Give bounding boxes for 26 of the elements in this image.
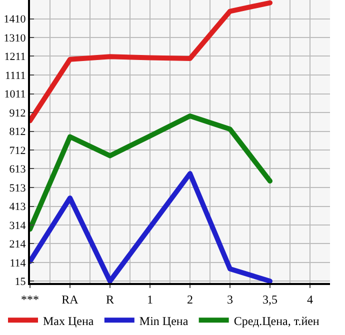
x-tick-label: 3 [227,292,233,306]
y-tick-label: 114 [10,257,26,270]
legend-label: Max Цена [43,314,94,328]
y-tick-label: 1410 [4,14,26,26]
y-tick-label: 1211 [4,51,26,64]
x-tick-label: *** [21,292,39,306]
legend-label: Сред.Цена, т.йен [234,314,320,328]
x-tick-label: 4 [307,292,313,306]
y-tick-label: 1310 [4,32,26,44]
y-tick-label: 1011 [4,88,26,101]
legend-label: Min Цена [139,314,189,328]
y-tick-label: 712 [9,144,26,157]
y-tick-label: 1111 [5,70,26,82]
y-tick-label: 912 [9,107,26,120]
x-tick-label: 2 [187,292,193,306]
y-tick-label: 513 [9,182,26,194]
y-tick-label: 314 [9,220,26,232]
x-tick-label: 3,5 [262,292,278,306]
y-tick-label: 413 [9,201,26,214]
x-tick-label: R [106,292,114,306]
y-tick-label: 214 [9,238,26,251]
x-tick-label: RA [62,292,79,306]
y-tick-label: 15 [14,276,26,288]
y-tick-label: 613 [9,164,26,176]
x-tick-label: 1 [147,292,153,306]
y-tick-label: 812 [9,126,26,138]
